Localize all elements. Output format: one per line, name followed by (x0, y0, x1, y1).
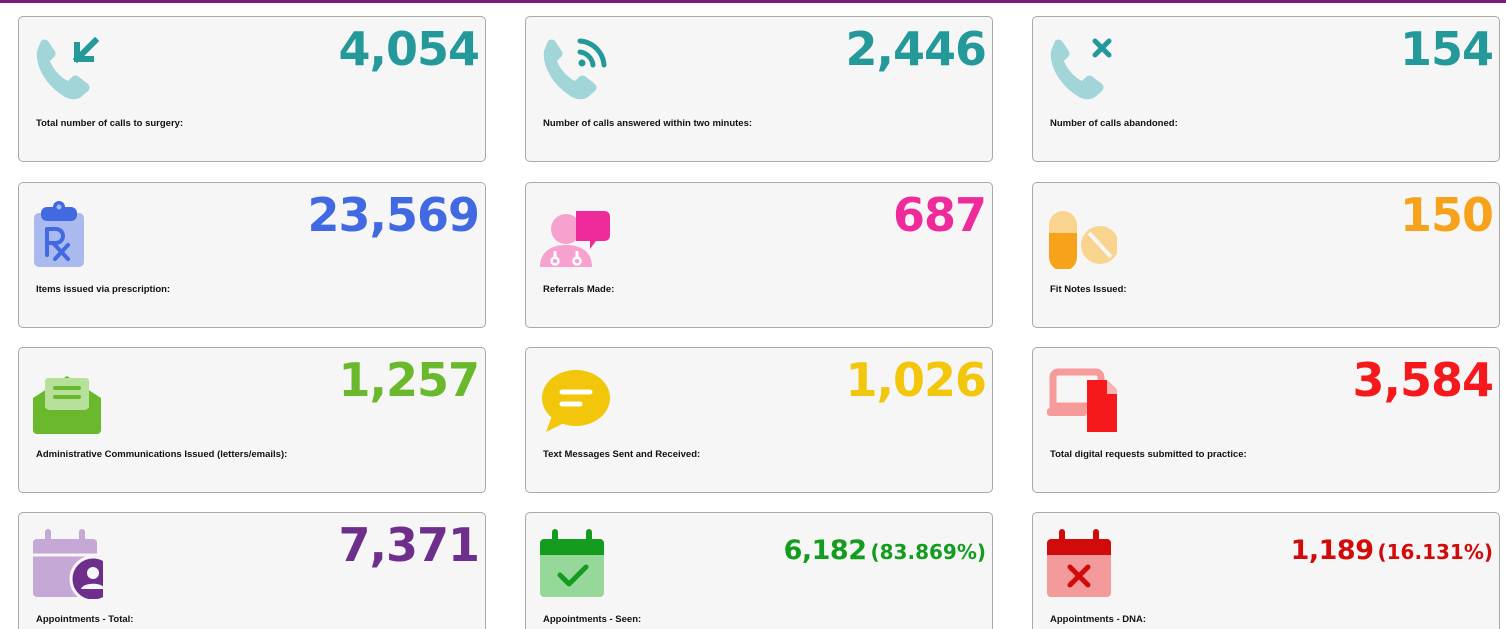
stat-card-calls-total: 4,054 Total number of calls to surgery: (18, 16, 486, 162)
stat-value: 687 (892, 188, 987, 242)
stat-card-fit-notes: 150 Fit Notes Issued: (1032, 182, 1500, 328)
stat-label: Number of calls answered within two minu… (543, 118, 753, 129)
phone-incoming-icon (31, 31, 103, 103)
stat-label: Appointments - Seen: (543, 614, 642, 625)
stat-label: Text Messages Sent and Received: (543, 449, 701, 460)
stat-card-prescriptions: 23,569 Items issued via prescription: (18, 182, 486, 328)
prescription-clipboard-icon (31, 197, 103, 269)
stat-label: Number of calls abandoned: (1050, 118, 1178, 129)
devices-icon (1045, 362, 1117, 434)
stat-value: 23,569 (307, 188, 480, 242)
stat-label: Items issued via prescription: (36, 284, 171, 295)
stat-card-appointments-total: 7,371 Appointments - Total: (18, 512, 486, 629)
stat-percentage: (16.131%) (1377, 540, 1494, 564)
stat-value: 2,446 (845, 22, 987, 76)
stat-label: Appointments - DNA: (1050, 614, 1147, 625)
pills-icon (1045, 197, 1117, 269)
stat-value: 4,054 (338, 22, 480, 76)
stat-value: 1,026 (845, 353, 987, 407)
calendar-cross-icon (1045, 527, 1117, 599)
stat-value: 3,584 (1352, 353, 1494, 407)
top-accent-bar (0, 0, 1506, 3)
stat-label: Appointments - Total: (36, 614, 134, 625)
stat-card-appointments-dna: 1,189 (16.131%) Appointments - DNA: (1032, 512, 1500, 629)
stat-value: 1,189 (16.131%) (1291, 531, 1493, 572)
stat-label: Referrals Made: (543, 284, 615, 295)
stat-label: Administrative Communications Issued (le… (36, 449, 288, 460)
phone-active-icon (538, 31, 610, 103)
stat-label: Total number of calls to surgery: (36, 118, 184, 129)
chat-bubble-icon (538, 362, 610, 434)
calendar-user-icon (31, 527, 103, 599)
stat-card-calls-answered: 2,446 Number of calls answered within tw… (525, 16, 993, 162)
stat-value: 6,182 (83.869%) (784, 531, 986, 572)
stat-card-calls-abandoned: 154 Number of calls abandoned: (1032, 16, 1500, 162)
doctor-chat-icon (538, 197, 610, 269)
stat-percentage: (83.869%) (870, 540, 987, 564)
stat-card-text-messages: 1,026 Text Messages Sent and Received: (525, 347, 993, 493)
stat-count: 1,189 (1290, 535, 1374, 566)
stat-value: 150 (1399, 188, 1494, 242)
phone-missed-icon (1045, 31, 1117, 103)
stat-card-appointments-seen: 6,182 (83.869%) Appointments - Seen: (525, 512, 993, 629)
stat-count: 6,182 (783, 535, 867, 566)
stat-label: Fit Notes Issued: (1050, 284, 1127, 295)
stat-card-admin-comms: 1,257 Administrative Communications Issu… (18, 347, 486, 493)
stat-value: 7,371 (338, 518, 480, 572)
open-envelope-icon (31, 362, 103, 434)
stat-value: 1,257 (338, 353, 480, 407)
stat-card-digital-requests: 3,584 Total digital requests submitted t… (1032, 347, 1500, 493)
stat-value: 154 (1399, 22, 1494, 76)
stat-card-referrals: 687 Referrals Made: (525, 182, 993, 328)
calendar-check-icon (538, 527, 610, 599)
stat-label: Total digital requests submitted to prac… (1050, 449, 1247, 460)
